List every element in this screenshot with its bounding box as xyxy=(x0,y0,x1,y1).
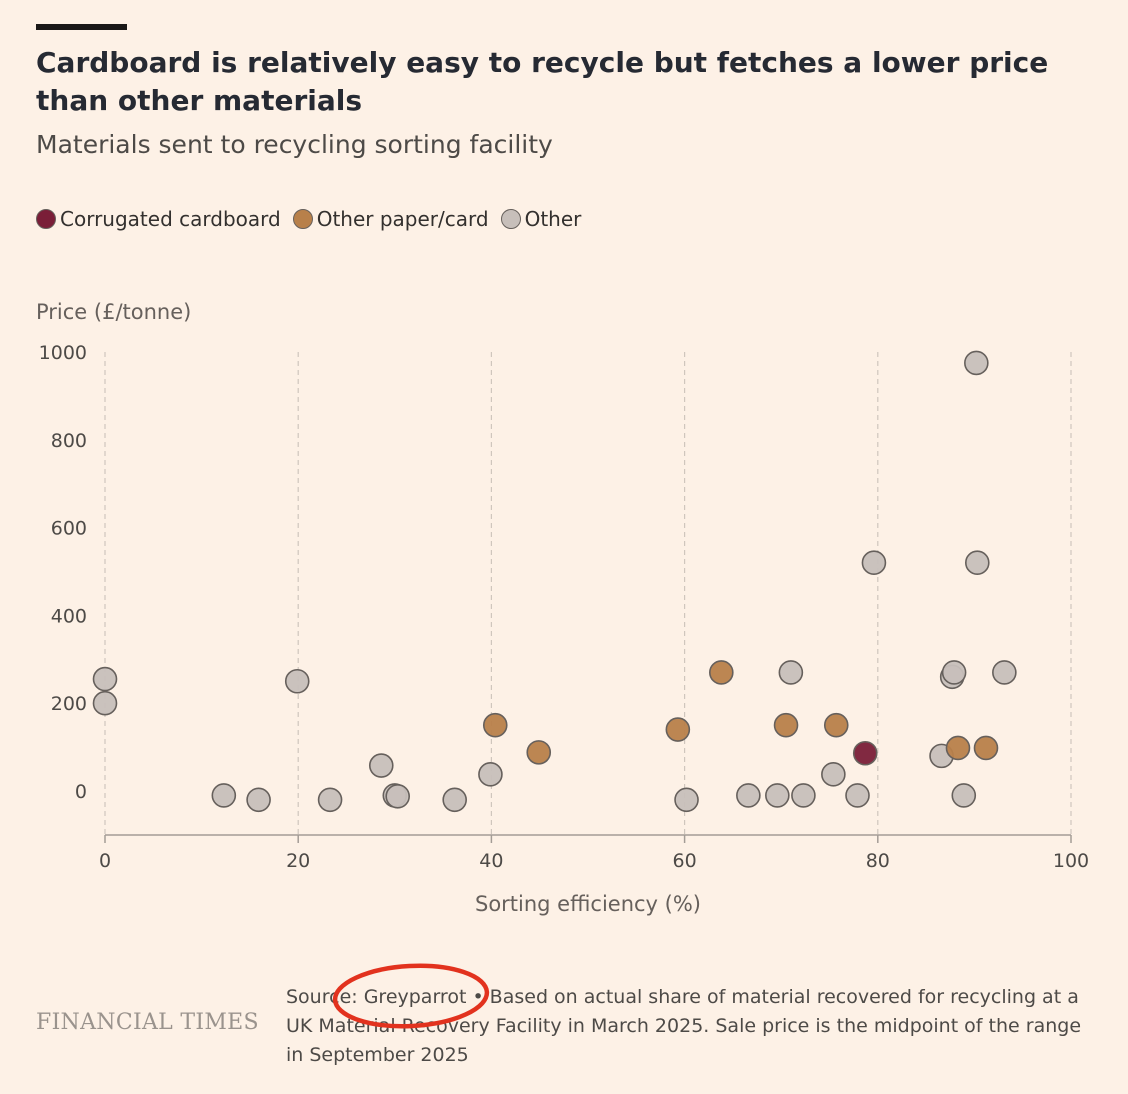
ft-brand-bar xyxy=(36,24,127,30)
legend-label-other: Other xyxy=(524,207,582,231)
y-axis-label: Price (£/tonne) xyxy=(36,300,192,324)
point-other-22 xyxy=(951,783,977,808)
y-tick-label-600: 600 xyxy=(51,518,87,540)
point-other-13 xyxy=(765,783,790,808)
grid-layer xyxy=(104,352,1072,835)
point-other-8 xyxy=(385,783,410,809)
x-tick-label-60: 60 xyxy=(673,850,697,872)
point-other-5 xyxy=(317,787,343,813)
source-note: Source: Greyparrot • Based on actual sha… xyxy=(286,986,1082,1066)
point-other-paper-card-2 xyxy=(665,717,691,742)
point-layer xyxy=(92,350,1017,813)
point-other-16 xyxy=(821,762,846,787)
y-tick-label-200: 200 xyxy=(51,693,87,715)
x-tick-label-20: 20 xyxy=(286,850,310,872)
legend-swatch-other-paper-card xyxy=(292,209,313,229)
x-axis-label: Sorting efficiency (%) xyxy=(474,892,702,916)
y-tick-label-0: 0 xyxy=(75,781,87,803)
point-other-paper-card-0 xyxy=(482,712,508,738)
point-other-21 xyxy=(941,660,967,685)
legend-item-other: Other xyxy=(500,207,582,231)
legend-item-other-paper-card: Other paper/card xyxy=(292,207,489,231)
point-other-2 xyxy=(211,783,237,808)
point-other-12 xyxy=(736,783,761,808)
point-other-17 xyxy=(845,783,870,808)
x-tick-label-40: 40 xyxy=(479,850,503,872)
chart-title: Cardboard is relatively easy to recycle … xyxy=(36,46,1049,117)
point-other-paper-card-4 xyxy=(773,712,799,738)
point-other-paper-card-3 xyxy=(709,660,734,685)
point-other-10 xyxy=(478,762,503,787)
point-other-4 xyxy=(284,668,310,694)
y-tick-label-800: 800 xyxy=(51,430,87,452)
chart-subtitle: Materials sent to recycling sorting faci… xyxy=(36,130,553,159)
point-other-11 xyxy=(674,787,699,813)
point-other-25 xyxy=(992,660,1017,685)
legend: Corrugated cardboard Other paper/card Ot… xyxy=(36,207,593,231)
point-other-14 xyxy=(791,783,816,808)
legend-label-other-paper-card: Other paper/card xyxy=(316,207,489,231)
point-other-15 xyxy=(778,660,804,685)
point-other-paper-card-6 xyxy=(945,735,971,761)
y-tick-label-1000: 1000 xyxy=(39,342,87,364)
point-other-6 xyxy=(368,753,394,778)
financial-times-logo: FINANCIAL TIMES xyxy=(36,1010,259,1035)
legend-item-corrugated-cardboard: Corrugated cardboard xyxy=(36,207,281,231)
point-other-3 xyxy=(246,787,271,813)
point-other-0 xyxy=(92,666,118,692)
point-other-1 xyxy=(92,690,118,716)
point-other-24 xyxy=(964,550,990,576)
point-other-9 xyxy=(442,787,467,813)
point-corrugated-cardboard-0 xyxy=(852,740,878,766)
y-tick-label-400: 400 xyxy=(51,605,87,627)
legend-swatch-other xyxy=(500,209,521,229)
point-other-23 xyxy=(964,350,989,376)
legend-swatch-corrugated-cardboard xyxy=(36,209,56,229)
point-other-paper-card-5 xyxy=(823,712,849,738)
legend-label-corrugated-cardboard: Corrugated cardboard xyxy=(60,207,281,231)
x-tick-label-80: 80 xyxy=(866,850,890,872)
x-tick-label-100: 100 xyxy=(1053,850,1089,872)
point-other-paper-card-7 xyxy=(973,735,999,761)
point-other-paper-card-1 xyxy=(526,740,552,765)
x-tick-label-0: 0 xyxy=(99,850,111,872)
point-other-18 xyxy=(861,550,887,576)
